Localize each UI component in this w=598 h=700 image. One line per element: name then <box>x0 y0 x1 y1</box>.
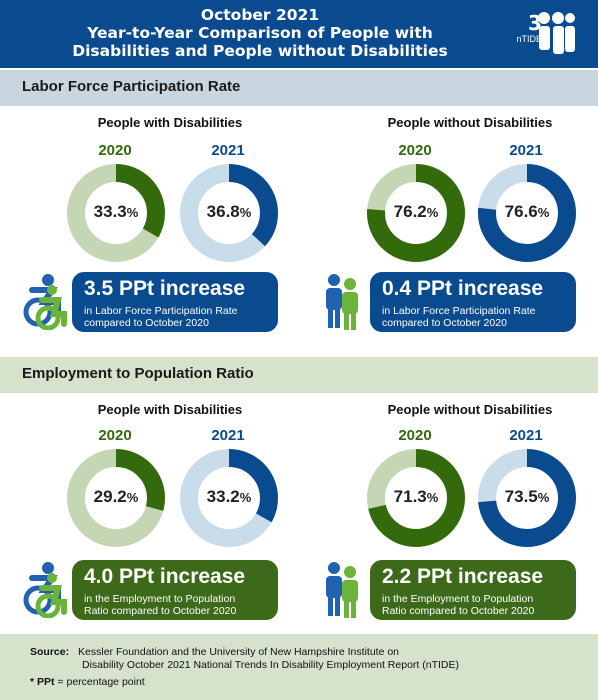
section-title: Labor Force Participation Rate <box>22 78 241 95</box>
source-text-2: Disability October 2021 National Trends … <box>82 659 459 671</box>
callout-detail-line-2: Ratio compared to October 2020 <box>84 605 237 617</box>
callout-detail: in Labor Force Participation Rate compar… <box>382 305 582 329</box>
page-title: October 2021 Year-to-Year Comparison of … <box>30 6 490 60</box>
year-label-2021: 2021 <box>211 142 245 159</box>
donut-epop-with-2021 <box>180 449 278 547</box>
year-label-2021: 2021 <box>211 427 245 444</box>
year-label-2020: 2020 <box>98 427 132 444</box>
source-footer: Source: Kessler Foundation and the Unive… <box>0 634 598 700</box>
donut-slice-2020 <box>367 449 465 547</box>
section-bar-labor-force: Labor Force Participation Rate <box>0 70 598 106</box>
logo-text: nTIDE <box>516 34 542 44</box>
year-label-2020: 2020 <box>398 142 432 159</box>
title-line-3: Disabilities and People without Disabili… <box>72 42 448 60</box>
donut-epop-without-2020 <box>367 449 465 547</box>
title-line-1: October 2021 <box>200 6 320 24</box>
donut-value-percent: % <box>426 490 439 505</box>
callout-detail-line-1: in Labor Force Participation Rate <box>84 305 238 317</box>
donut-epop-without-2021 <box>478 449 576 547</box>
donut-lfpr-with-2020 <box>67 164 165 262</box>
people-icon <box>326 274 358 330</box>
donut-value-number: 76.6 <box>504 202 538 221</box>
footnote-term: * PPt <box>30 676 55 688</box>
donut-value: 29.2% <box>66 487 166 507</box>
donut-value-number: 76.2 <box>393 202 427 221</box>
donut-epop-with-2020 <box>67 449 165 547</box>
callout-detail-line-2: compared to October 2020 <box>382 317 507 329</box>
donut-value: 33.2% <box>179 487 279 507</box>
donut-slice-2020 <box>367 164 465 262</box>
source-line-1: Source: Kessler Foundation and the Unive… <box>30 646 399 658</box>
callout-headline: 3.5 PPt increase <box>84 277 246 300</box>
donut-value-percent: % <box>126 490 139 505</box>
donut-slice-2021 <box>180 164 278 262</box>
donut-value-number: 71.3 <box>393 487 427 506</box>
callout-epop-without: 2.2 PPt increase in the Employment to Po… <box>370 560 576 620</box>
donut-slice-2021 <box>478 164 576 262</box>
source-text-1: Kessler Foundation and the University of… <box>78 646 400 658</box>
donut-value: 76.2% <box>366 202 466 222</box>
donut-value-percent: % <box>239 205 252 220</box>
donut-value: 71.3% <box>366 487 466 507</box>
wheelchair-icon <box>23 562 67 618</box>
group-title-with-disabilities: People with Disabilities <box>97 402 243 417</box>
donut-value-number: 33.3 <box>93 202 127 221</box>
section-bar-employment-ratio: Employment to Population Ratio <box>0 357 598 393</box>
callout-detail: in the Employment to Population Ratio co… <box>382 593 582 617</box>
callout-detail: in Labor Force Participation Rate compar… <box>84 305 284 329</box>
donut-value-number: 36.8 <box>206 202 240 221</box>
donut-slice-2020 <box>67 449 165 547</box>
donut-value-number: 33.2 <box>206 487 240 506</box>
people-icon <box>326 562 358 618</box>
donut-value: 73.5% <box>477 487 577 507</box>
section-title: Employment to Population Ratio <box>22 365 254 382</box>
donut-slice-2021 <box>180 449 278 547</box>
source-label: Source: <box>30 646 70 658</box>
year-label-2020: 2020 <box>98 142 132 159</box>
callout-headline: 0.4 PPt increase <box>382 277 544 300</box>
year-label-2021: 2021 <box>509 427 543 444</box>
donut-value-percent: % <box>537 490 550 505</box>
callout-epop-with: 4.0 PPt increase in the Employment to Po… <box>72 560 278 620</box>
donut-lfpr-without-2021 <box>478 164 576 262</box>
callout-detail: in the Employment to Population Ratio co… <box>84 593 284 617</box>
donut-lfpr-without-2020 <box>367 164 465 262</box>
donut-value-number: 29.2 <box>93 487 127 506</box>
donut-lfpr-with-2021 <box>180 164 278 262</box>
callout-headline: 4.0 PPt increase <box>84 565 246 588</box>
footnote-definition: = percentage point <box>54 676 145 688</box>
callout-detail-line-2: compared to October 2020 <box>84 317 209 329</box>
callout-detail-line-1: in the Employment to Population <box>382 593 534 605</box>
year-label-2021: 2021 <box>509 142 543 159</box>
year-label-2020: 2020 <box>398 427 432 444</box>
group-title-without-disabilities: People without Disabilities <box>387 402 553 417</box>
callout-detail-line-2: Ratio compared to October 2020 <box>382 605 535 617</box>
ntide-logo: 3 <box>528 11 575 54</box>
callout-detail-line-1: in Labor Force Participation Rate <box>382 305 536 317</box>
title-line-2: Year-to-Year Comparison of People with <box>87 24 433 42</box>
callout-lfpr-without: 0.4 PPt increase in Labor Force Particip… <box>370 272 576 332</box>
group-title-without-disabilities: People without Disabilities <box>387 115 553 130</box>
donut-slice-2020 <box>67 164 165 262</box>
callout-headline: 2.2 PPt increase <box>382 565 544 588</box>
donut-value: 33.3% <box>66 202 166 222</box>
donut-value-number: 73.5 <box>504 487 538 506</box>
donut-slice-2021 <box>478 449 576 547</box>
wheelchair-icon <box>23 274 67 330</box>
group-title-with-disabilities: People with Disabilities <box>97 115 243 130</box>
footnote: * PPt = percentage point <box>30 676 145 688</box>
callout-lfpr-with: 3.5 PPt increase in Labor Force Particip… <box>72 272 278 332</box>
donut-value-percent: % <box>126 205 139 220</box>
callout-detail-line-1: in the Employment to Population <box>84 593 236 605</box>
donut-value: 76.6% <box>477 202 577 222</box>
donut-value: 36.8% <box>179 202 279 222</box>
header-banner: October 2021 Year-to-Year Comparison of … <box>0 0 598 68</box>
donut-value-percent: % <box>537 205 550 220</box>
svg-text:3: 3 <box>528 11 542 35</box>
donut-value-percent: % <box>426 205 439 220</box>
donut-value-percent: % <box>239 490 252 505</box>
